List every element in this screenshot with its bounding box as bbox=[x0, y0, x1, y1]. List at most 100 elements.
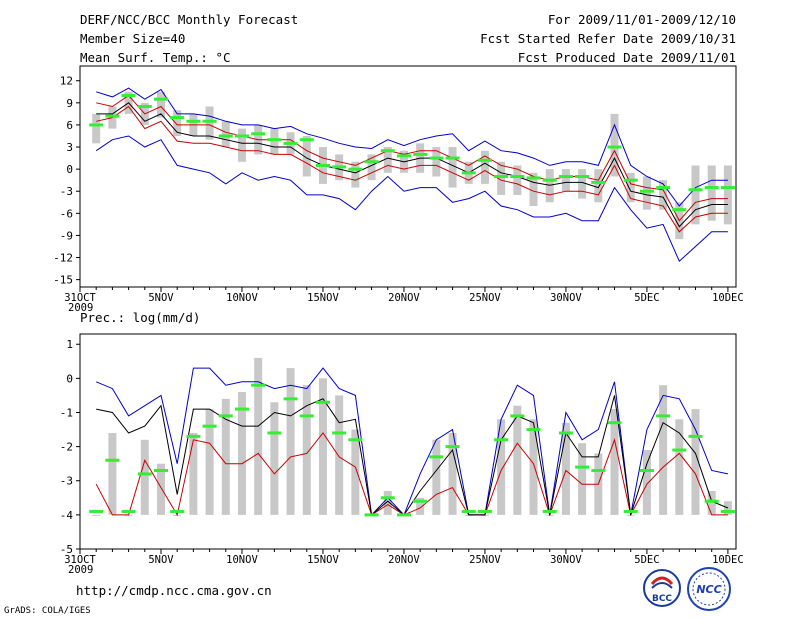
spread-bar bbox=[92, 113, 101, 144]
observed-marker bbox=[153, 469, 168, 473]
member-size-label: Member Size=40 bbox=[80, 31, 186, 46]
observed-marker bbox=[445, 445, 460, 449]
spread-bar bbox=[318, 378, 327, 515]
observed-marker bbox=[170, 509, 185, 513]
observed-marker bbox=[688, 188, 703, 192]
observed-marker bbox=[105, 114, 120, 118]
observed-marker bbox=[332, 165, 347, 169]
spread-bar bbox=[92, 514, 101, 516]
observed-marker bbox=[461, 509, 476, 513]
line-ensemble-mean bbox=[96, 102, 728, 228]
y-tick-label: 12 bbox=[60, 75, 73, 88]
line-ensemble-upper bbox=[96, 94, 728, 222]
observed-marker bbox=[623, 178, 638, 182]
spread-bar bbox=[383, 490, 392, 515]
footer-url[interactable]: http://cmdp.ncc.cma.gov.cn bbox=[76, 583, 272, 598]
x-tick-label: 10DEC bbox=[712, 554, 744, 566]
x-tick-label: 10DEC bbox=[712, 292, 744, 304]
observed-marker bbox=[639, 189, 654, 193]
observed-marker bbox=[510, 414, 525, 418]
x-tick-label: 31OCT bbox=[64, 292, 96, 304]
forecast-period: For 2009/11/01-2009/12/10 bbox=[547, 12, 736, 27]
x-tick-label: 5NOV bbox=[148, 554, 174, 566]
observed-marker bbox=[672, 448, 687, 452]
spread-bar bbox=[173, 110, 182, 136]
spread-bar bbox=[448, 147, 457, 188]
grads-credit: GrADS: COLA/IGES bbox=[4, 606, 91, 616]
observed-marker bbox=[477, 158, 492, 162]
observed-marker bbox=[429, 455, 444, 459]
y-tick-label: 0 bbox=[66, 372, 73, 385]
observed-marker bbox=[105, 458, 120, 462]
observed-marker bbox=[558, 175, 573, 178]
x-tick-label: 20NOV bbox=[388, 554, 420, 566]
spread-bar bbox=[237, 128, 246, 162]
spread-bar bbox=[723, 501, 732, 515]
spread-bar bbox=[367, 154, 376, 181]
x-tick-label: 15NOV bbox=[307, 292, 339, 304]
observed-marker bbox=[121, 509, 136, 513]
observed-marker bbox=[607, 145, 622, 149]
y-tick-label: -9 bbox=[60, 229, 73, 242]
observed-marker bbox=[218, 134, 233, 138]
spread-bar bbox=[513, 405, 522, 515]
observed-marker bbox=[575, 465, 590, 469]
spread-bar bbox=[156, 91, 165, 118]
spread-bar bbox=[448, 432, 457, 515]
y-tick-label: -1 bbox=[60, 406, 73, 419]
ncc-logo-icon: NCC bbox=[687, 567, 731, 611]
observed-marker bbox=[591, 180, 606, 184]
bcc-logo-icon: BCC bbox=[643, 569, 681, 607]
observed-marker bbox=[251, 132, 266, 136]
spread-bar bbox=[529, 419, 538, 515]
observed-marker bbox=[89, 123, 104, 127]
observed-marker bbox=[137, 472, 152, 476]
y-tick-label: -5 bbox=[60, 543, 73, 556]
spread-bar bbox=[286, 368, 295, 515]
observed-marker bbox=[364, 160, 379, 164]
observed-marker bbox=[494, 438, 509, 442]
x-tick-label: 25NOV bbox=[469, 292, 501, 304]
y-tick-label: -12 bbox=[53, 252, 73, 265]
ncc-logo-text: NCC bbox=[696, 583, 721, 596]
observed-marker bbox=[299, 414, 314, 418]
observed-marker bbox=[186, 119, 201, 123]
spread-bar bbox=[221, 398, 230, 515]
observed-marker bbox=[202, 424, 217, 428]
line-ensemble-min bbox=[95, 135, 728, 263]
x-tick-label: 15NOV bbox=[307, 554, 339, 566]
observed-marker bbox=[396, 513, 411, 517]
observed-marker bbox=[591, 469, 606, 473]
x-tick-label: 5NOV bbox=[148, 292, 174, 304]
x-tick-label: 30NOV bbox=[550, 554, 582, 566]
x-tick-label: 10NOV bbox=[226, 554, 258, 566]
observed-marker bbox=[283, 141, 298, 145]
spread-bar bbox=[529, 172, 538, 206]
x-tick-label: 30NOV bbox=[550, 292, 582, 304]
spread-bar bbox=[642, 450, 651, 515]
observed-marker bbox=[283, 397, 298, 401]
observed-marker bbox=[121, 93, 136, 97]
observed-marker bbox=[639, 469, 654, 473]
spread-bar bbox=[140, 439, 149, 515]
spread-bar bbox=[561, 169, 570, 192]
observed-marker bbox=[704, 186, 719, 190]
spread-bar bbox=[659, 180, 668, 210]
x-tick-label: 25NOV bbox=[469, 554, 501, 566]
spread-bar bbox=[610, 409, 619, 515]
y-tick-label: -3 bbox=[60, 185, 73, 198]
spread-bar bbox=[497, 419, 506, 515]
observed-marker bbox=[526, 176, 541, 180]
panel-precipitation-frame bbox=[79, 333, 737, 550]
spread-bar bbox=[723, 165, 732, 225]
spread-bar bbox=[659, 385, 668, 515]
panel-temperature-frame bbox=[79, 65, 737, 288]
spread-bar bbox=[497, 161, 506, 195]
observed-marker bbox=[720, 509, 735, 513]
spread-bar bbox=[189, 432, 198, 515]
observed-marker bbox=[461, 171, 476, 175]
spread-bar bbox=[416, 497, 425, 515]
spread-bar bbox=[335, 395, 344, 515]
spread-bar bbox=[561, 422, 570, 515]
spread-bar bbox=[707, 490, 716, 515]
